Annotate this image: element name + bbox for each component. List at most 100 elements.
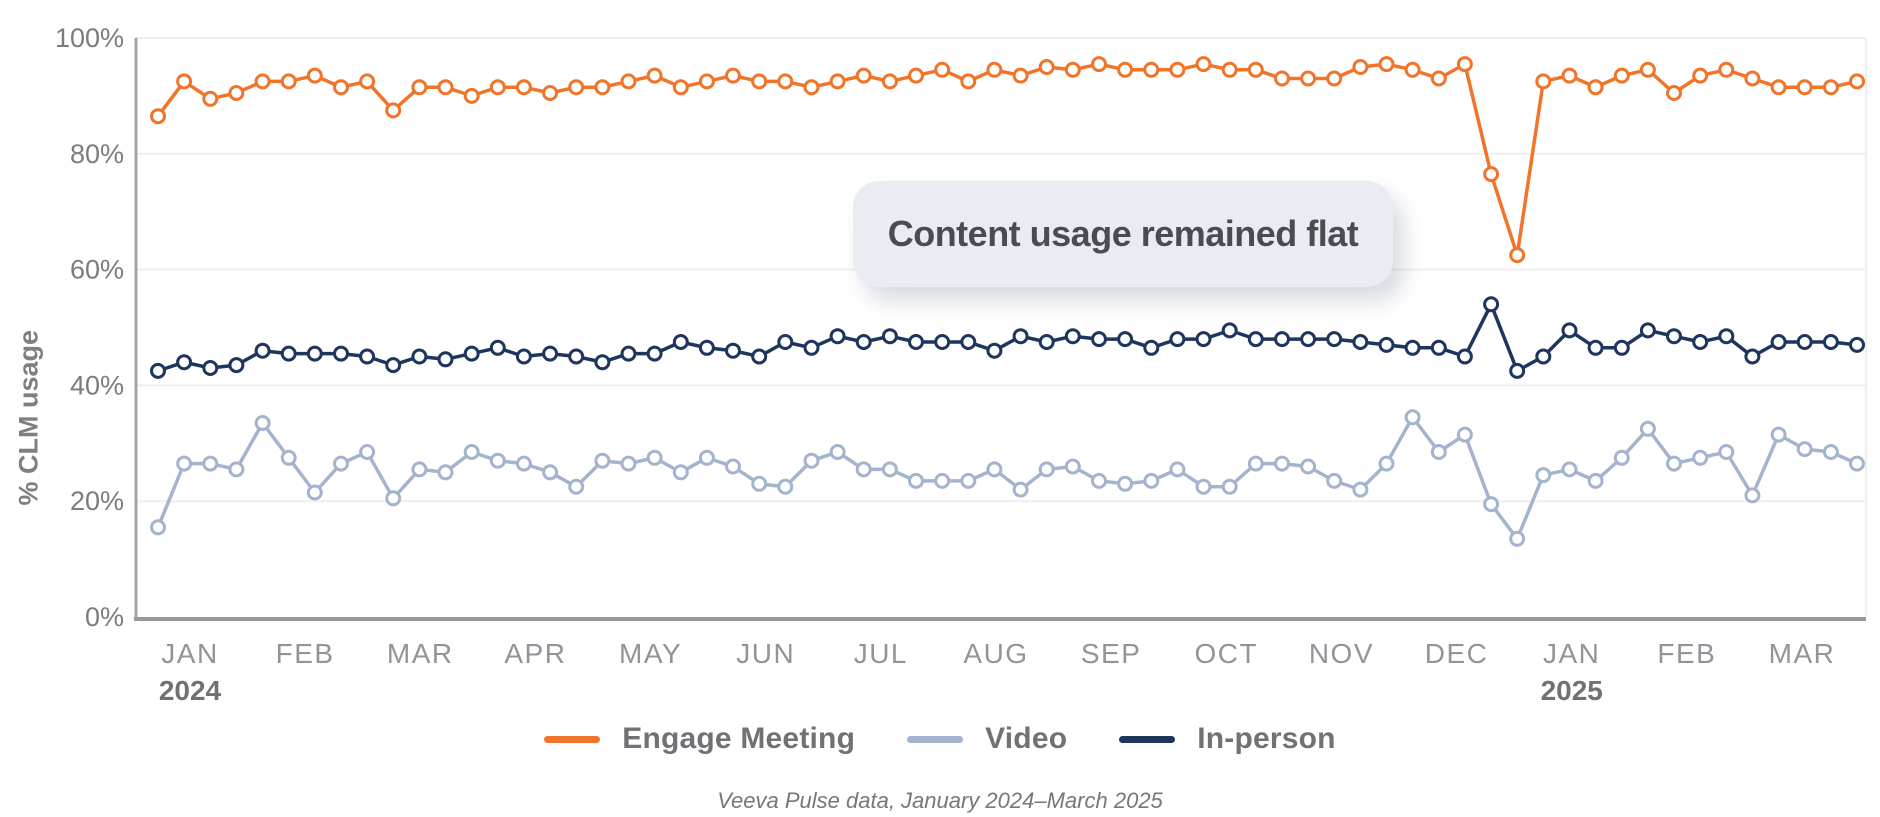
data-point-in-person-65 (1849, 336, 1865, 353)
data-point-engage-meeting-0 (150, 108, 166, 125)
data-point-video-22 (725, 458, 741, 475)
data-point-engage-meeting-58 (1666, 85, 1682, 101)
data-point-in-person-48 (1404, 339, 1421, 356)
data-point-engage-meeting-12 (463, 87, 480, 104)
legend-swatch-in-person (1119, 735, 1176, 743)
data-point-engage-meeting-4 (254, 73, 271, 90)
data-point-engage-meeting-57 (1639, 61, 1656, 78)
x-month-label-12: JAN (1543, 638, 1600, 669)
data-point-engage-meeting-50 (1456, 56, 1473, 73)
x-month-label-14: MAR (1769, 638, 1836, 669)
data-point-engage-meeting-7 (333, 79, 349, 96)
data-point-in-person-45 (1326, 331, 1343, 348)
data-point-engage-meeting-47 (1378, 56, 1395, 73)
data-point-in-person-21 (698, 339, 715, 356)
data-point-in-person-3 (228, 357, 245, 374)
data-point-video-60 (1718, 444, 1735, 460)
y-tick-label-80: 80% (70, 139, 124, 169)
data-point-in-person-38 (1143, 339, 1160, 356)
data-point-in-person-5 (280, 345, 297, 362)
data-point-video-20 (672, 464, 689, 481)
data-point-in-person-54 (1561, 322, 1578, 339)
data-point-in-person-12 (463, 345, 480, 362)
data-point-video-0 (150, 519, 166, 536)
data-point-engage-meeting-30 (934, 61, 951, 78)
data-point-video-9 (385, 490, 402, 507)
data-point-in-person-8 (359, 348, 376, 365)
data-point-in-person-30 (934, 334, 951, 350)
data-point-in-person-0 (150, 362, 166, 379)
data-point-video-7 (333, 455, 349, 472)
data-point-video-26 (829, 444, 846, 460)
y-tick-label-60: 60% (70, 255, 124, 285)
data-point-in-person-19 (646, 345, 663, 362)
data-point-video-16 (568, 478, 585, 495)
data-point-video-39 (1169, 461, 1186, 478)
data-point-in-person-16 (568, 348, 585, 365)
data-point-engage-meeting-26 (829, 73, 846, 90)
data-point-video-48 (1404, 409, 1421, 426)
data-point-engage-meeting-20 (672, 79, 689, 96)
data-point-in-person-20 (672, 334, 689, 350)
data-point-video-31 (960, 472, 977, 489)
data-point-video-27 (855, 461, 872, 478)
data-point-in-person-29 (908, 334, 924, 350)
data-point-in-person-14 (515, 348, 532, 365)
x-month-label-3: APR (504, 638, 566, 669)
data-point-engage-meeting-62 (1770, 79, 1787, 96)
data-point-in-person-15 (542, 345, 559, 362)
x-month-label-5: JUN (736, 638, 795, 669)
data-point-in-person-43 (1274, 331, 1290, 348)
data-point-engage-meeting-38 (1143, 61, 1160, 78)
data-point-engage-meeting-21 (698, 73, 715, 90)
data-point-in-person-27 (855, 334, 872, 350)
data-point-engage-meeting-36 (1091, 56, 1107, 73)
legend-label-engage-meeting: Engage Meeting (622, 722, 856, 755)
data-point-engage-meeting-22 (725, 67, 741, 84)
data-point-engage-meeting-61 (1744, 70, 1761, 87)
legend-label-video: Video (985, 722, 1068, 755)
y-tick-label-0: 0% (85, 602, 124, 632)
data-point-engage-meeting-9 (385, 102, 402, 119)
data-point-video-59 (1692, 449, 1709, 466)
data-point-video-24 (777, 478, 794, 495)
data-point-engage-meeting-15 (542, 85, 559, 101)
data-point-video-38 (1143, 472, 1160, 489)
data-point-engage-meeting-63 (1796, 79, 1813, 96)
data-point-video-14 (515, 455, 532, 472)
data-point-engage-meeting-64 (1822, 79, 1839, 96)
chart-legend: Engage Meeting Video In-person (0, 722, 1880, 756)
data-point-in-person-61 (1744, 348, 1761, 365)
data-point-in-person-57 (1639, 322, 1656, 339)
data-point-video-11 (437, 464, 454, 481)
data-point-engage-meeting-27 (855, 67, 872, 84)
x-month-label-9: OCT (1194, 638, 1258, 669)
data-point-in-person-60 (1718, 328, 1735, 345)
annotation-text: Content usage remained flat (887, 213, 1359, 254)
data-point-engage-meeting-46 (1352, 59, 1369, 75)
data-point-engage-meeting-19 (646, 67, 663, 84)
data-point-engage-meeting-53 (1535, 73, 1552, 90)
data-point-in-person-23 (751, 348, 768, 365)
data-point-in-person-26 (829, 328, 846, 345)
data-point-in-person-47 (1378, 336, 1395, 353)
data-point-video-65 (1849, 455, 1865, 472)
data-point-video-55 (1587, 472, 1604, 489)
data-point-engage-meeting-42 (1247, 61, 1264, 78)
data-point-in-person-6 (306, 345, 323, 362)
data-point-video-50 (1456, 426, 1473, 443)
data-point-video-43 (1274, 455, 1290, 472)
data-point-in-person-35 (1064, 328, 1081, 345)
data-point-video-18 (620, 455, 637, 472)
data-point-in-person-11 (437, 351, 454, 368)
annotation-callout: Content usage remained flat (853, 181, 1393, 287)
data-point-engage-meeting-51 (1483, 166, 1500, 183)
data-point-in-person-62 (1770, 334, 1787, 350)
data-point-engage-meeting-33 (1012, 67, 1029, 84)
data-point-engage-meeting-11 (437, 79, 454, 96)
data-point-engage-meeting-24 (777, 73, 794, 90)
legend-item-in-person: In-person (1119, 722, 1336, 756)
data-point-video-1 (176, 455, 193, 472)
x-month-label-2: MAR (387, 638, 454, 669)
data-point-in-person-28 (881, 328, 898, 345)
